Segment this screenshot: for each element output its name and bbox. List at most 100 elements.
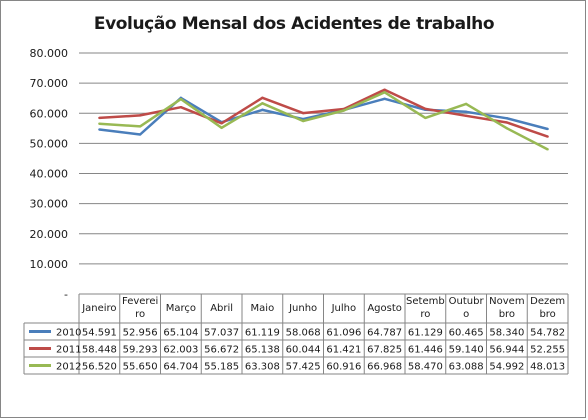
series-line-2011 — [99, 88, 549, 138]
data-label: 54.782 — [530, 328, 565, 339]
data-point — [546, 135, 549, 138]
y-tick-label: 60.000 — [30, 107, 69, 120]
category-label: Março — [166, 303, 196, 314]
data-point — [424, 116, 427, 120]
data-label: 61.129 — [408, 328, 443, 339]
y-tick-label: 30.000 — [30, 198, 69, 211]
data-label: 61.119 — [245, 328, 280, 339]
data-label: 52.255 — [530, 345, 565, 356]
data-point — [220, 122, 223, 125]
data-point — [464, 114, 468, 118]
data-point — [138, 133, 142, 136]
category-label: Julho — [331, 303, 357, 314]
data-label: 58.470 — [408, 362, 443, 373]
category-label: ro — [135, 309, 145, 320]
data-point — [505, 127, 509, 130]
data-label: 55.185 — [204, 362, 239, 373]
data-point — [98, 116, 101, 120]
data-label: 56.520 — [82, 362, 117, 373]
data-label: 60.916 — [326, 362, 361, 373]
category-label: bro — [539, 309, 555, 320]
data-label: 54.591 — [82, 328, 117, 339]
data-point — [261, 102, 264, 105]
data-point — [98, 122, 101, 125]
data-point — [301, 119, 305, 123]
category-label: Setemb — [406, 296, 445, 307]
data-point — [505, 121, 509, 124]
category-label: Outubr — [449, 296, 485, 307]
y-tick-label: 40.000 — [30, 168, 69, 181]
category-label: ro — [420, 309, 430, 320]
y-tick-label: 50.000 — [30, 137, 69, 150]
data-label: 66.968 — [367, 362, 402, 373]
data-point — [424, 107, 427, 111]
category-label: Novem — [489, 296, 524, 307]
data-point — [220, 126, 223, 129]
data-label: 56.944 — [489, 345, 524, 356]
data-label: 59.293 — [123, 345, 158, 356]
series-name: 2010 — [56, 328, 81, 339]
data-point — [138, 114, 142, 117]
data-label: 64.787 — [367, 328, 402, 339]
data-label: 61.096 — [326, 328, 361, 339]
data-point — [261, 96, 264, 99]
data-label: 55.650 — [123, 362, 158, 373]
category-label: Agosto — [367, 303, 402, 314]
category-label: Abril — [210, 303, 233, 314]
data-point — [179, 106, 183, 109]
data-point — [179, 97, 183, 101]
data-label: 59.140 — [449, 345, 484, 356]
category-label: Janeiro — [81, 303, 116, 314]
data-label: 61.421 — [326, 345, 361, 356]
data-label: 52.956 — [123, 328, 158, 339]
data-label: 61.446 — [408, 345, 443, 356]
data-label: 56.672 — [204, 345, 239, 356]
y-tick-label: 20.000 — [30, 228, 69, 241]
chart-title: Evolução Mensal dos Acidentes de trabalh… — [93, 14, 495, 34]
y-tick-label: 10.000 — [30, 258, 69, 271]
data-point — [505, 117, 509, 120]
data-label: 62.003 — [163, 345, 198, 356]
data-label: 65.104 — [163, 328, 198, 339]
data-label: 58.448 — [82, 345, 117, 356]
data-label: 57.037 — [204, 328, 239, 339]
category-label: bro — [499, 309, 515, 320]
series-name: 2012 — [56, 362, 81, 373]
data-point — [464, 102, 468, 106]
data-label: 63.308 — [245, 362, 280, 373]
data-label: 57.425 — [286, 362, 321, 373]
y-tick-label: - — [64, 288, 68, 301]
data-point — [383, 97, 386, 101]
data-label: 63.088 — [449, 362, 484, 373]
data-point — [98, 128, 101, 131]
y-tick-label: 70.000 — [30, 77, 69, 90]
data-label: 58.068 — [286, 328, 321, 339]
data-label: 58.340 — [489, 328, 524, 339]
data-point — [261, 108, 264, 112]
data-label: 48.013 — [530, 362, 565, 373]
category-label: Junho — [288, 303, 317, 314]
category-label: Dezem — [530, 296, 565, 307]
data-label: 60.465 — [449, 328, 484, 339]
category-label: Feverei — [122, 296, 158, 307]
data-label: 65.138 — [245, 345, 280, 356]
category-label: Maio — [251, 303, 275, 314]
data-point — [546, 148, 549, 151]
series-name: 2011 — [56, 345, 81, 356]
data-point — [301, 111, 305, 115]
data-label: 60.044 — [286, 345, 321, 356]
data-point — [546, 127, 549, 131]
data-point — [383, 91, 386, 94]
data-point — [138, 125, 142, 128]
series-line-2012 — [99, 91, 549, 151]
data-label: 67.825 — [367, 345, 402, 356]
y-tick-label: 80.000 — [30, 47, 69, 60]
data-label: 64.704 — [163, 362, 198, 373]
data-point — [464, 110, 468, 114]
data-point — [383, 88, 386, 91]
category-label: o — [463, 309, 469, 320]
data-point — [342, 109, 346, 112]
data-label: 54.992 — [489, 362, 524, 373]
